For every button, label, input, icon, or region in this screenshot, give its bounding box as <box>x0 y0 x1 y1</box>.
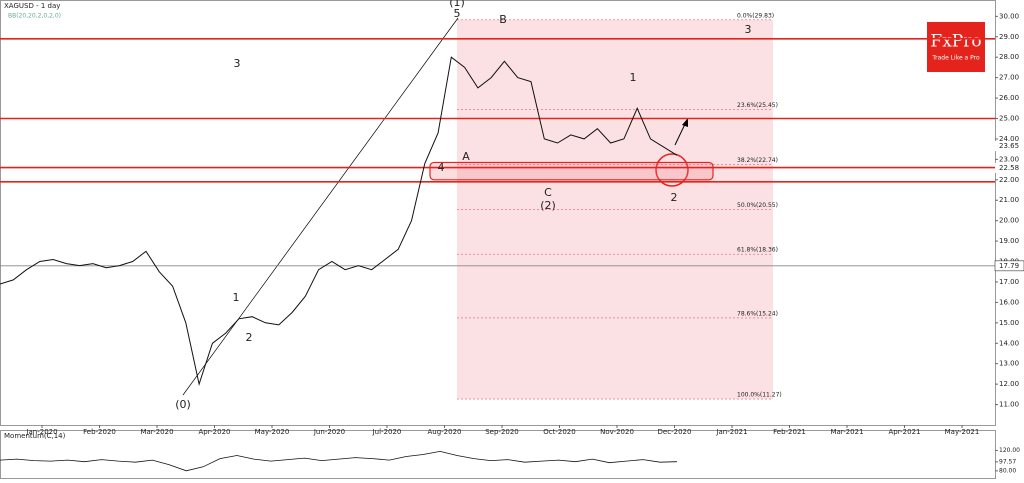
x-tick-label: Jul-2020 <box>372 428 402 436</box>
wave-label: A <box>462 150 470 163</box>
y-tick-label: 29.00 <box>999 33 1019 41</box>
y-tick-label: 26.00 <box>999 94 1019 102</box>
x-tick-label: Apr-2021 <box>888 428 920 436</box>
x-tick-label: Mar-2021 <box>830 428 863 436</box>
wave-label: (1) <box>449 0 465 9</box>
support-zone <box>429 161 714 181</box>
wave-label: 3 <box>234 57 241 70</box>
price-box <box>995 141 1024 152</box>
momentum-title: Momentum(C,14) <box>4 432 66 440</box>
chart-title: XAGUSD - 1 day <box>4 2 60 10</box>
x-tick-label: May-2020 <box>255 428 290 436</box>
logo: FxPro <box>930 32 981 52</box>
x-tick-label: Nov-2020 <box>600 428 634 436</box>
price-line <box>0 56 678 387</box>
wave-label: B <box>499 13 507 26</box>
momentum-tick-label: 120.00 <box>999 447 1020 454</box>
x-tick-label: Feb-2021 <box>773 428 806 436</box>
wave-label: 2 <box>671 191 678 204</box>
fib-label: 50.0%(20.55) <box>737 202 778 209</box>
highlight-circle <box>655 153 689 187</box>
fib-label: 78.6%(15.24) <box>737 310 778 317</box>
fib-label: 100.0%(11.27) <box>737 392 782 399</box>
x-tick-label: Aug-2020 <box>427 428 461 436</box>
y-tick-label: 30.00 <box>999 12 1019 20</box>
wave-label: 2 <box>246 331 253 344</box>
fib-label: 61.8%(18.36) <box>737 247 778 254</box>
fib-label: 23.6%(25.45) <box>737 102 778 109</box>
price-label: 23.65 <box>999 142 1019 150</box>
y-tick-label: 11.00 <box>999 401 1019 409</box>
y-tick-label: 13.00 <box>999 360 1019 368</box>
wave-label: (0) <box>175 398 191 411</box>
y-tick-label: 27.00 <box>999 74 1019 82</box>
y-tick-label: 14.00 <box>999 339 1019 347</box>
fib-label: 0.0%(29.83) <box>737 12 774 19</box>
price-label: 17.79 <box>999 262 1019 270</box>
wave-label: 3 <box>745 23 752 36</box>
x-tick-label: Feb-2020 <box>83 428 116 436</box>
fib-label: 38.2%(22.74) <box>737 157 778 164</box>
y-tick-label: 15.00 <box>999 319 1019 327</box>
x-tick-label: Apr-2020 <box>198 428 230 436</box>
wave-label: C <box>544 186 552 199</box>
y-tick-label: 25.00 <box>999 115 1019 123</box>
x-tick-label: Oct-2020 <box>543 428 575 436</box>
arrow-head <box>682 118 688 127</box>
wave-label: 1 <box>630 71 637 84</box>
wave-label: (2) <box>540 199 556 212</box>
price-box <box>994 260 1024 272</box>
price-box <box>995 162 1024 173</box>
logo-box <box>927 22 985 72</box>
trend-line <box>182 17 459 396</box>
x-tick-label: Jan-2021 <box>715 428 747 436</box>
x-tick-label: Sep-2020 <box>485 428 519 436</box>
y-tick-label: 23.00 <box>999 155 1019 163</box>
y-tick-label: 12.00 <box>999 380 1019 388</box>
y-tick-label: 19.00 <box>999 237 1019 245</box>
wave-label: 5 <box>454 7 461 20</box>
y-tick-label: 28.00 <box>999 53 1019 61</box>
price-label: 22.58 <box>999 164 1019 172</box>
arrow <box>674 121 687 146</box>
momentum-tick-label: 97.57 <box>999 458 1016 465</box>
y-tick-label: 21.00 <box>999 196 1019 204</box>
wave-label: 4 <box>438 161 445 174</box>
indicator-label: BB(20,20,2,0,2,0) <box>8 13 61 20</box>
x-tick-label: Dec-2020 <box>658 428 692 436</box>
y-tick-label: 17.00 <box>999 278 1019 286</box>
x-tick-label: May-2021 <box>945 428 980 436</box>
wave-label: 1 <box>233 291 240 304</box>
y-tick-label: 22.00 <box>999 176 1019 184</box>
plot-frame <box>0 0 996 426</box>
y-tick-label: 20.00 <box>999 217 1019 225</box>
y-tick-label: 24.00 <box>999 135 1019 143</box>
momentum-tick-label: 80.00 <box>999 467 1016 474</box>
logo-tagline: Trade Like a Pro <box>931 55 980 62</box>
x-tick-label: Jun-2020 <box>313 428 345 436</box>
x-tick-label: Mar-2020 <box>140 428 173 436</box>
momentum-line <box>0 450 678 472</box>
x-tick-label: Jan-2020 <box>25 428 57 436</box>
y-tick-label: 16.00 <box>999 298 1019 306</box>
